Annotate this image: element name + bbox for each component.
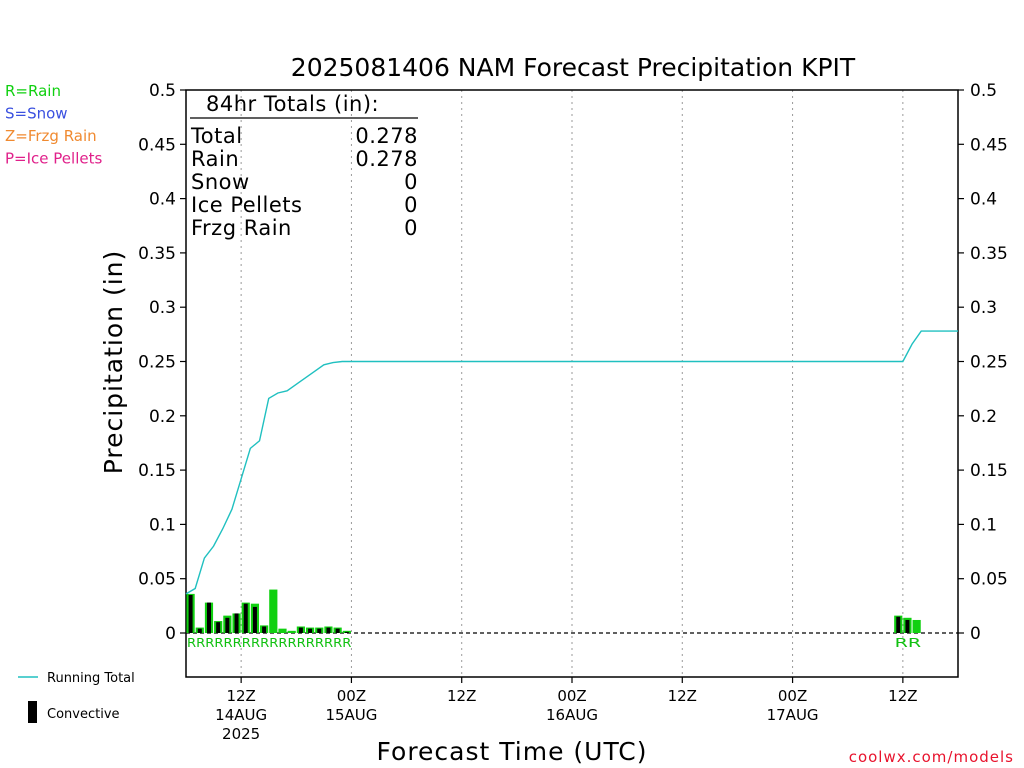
- convective-bar: [197, 628, 202, 633]
- totals-row-value: 0: [404, 170, 418, 194]
- chart-title: 2025081406 NAM Forecast Precipitation KP…: [291, 53, 856, 82]
- credit-text: coolwx.com/models: [849, 748, 1014, 766]
- precip-type-legend-item: R=Rain: [5, 82, 61, 100]
- x-tick-label: 12Z: [668, 687, 697, 705]
- convective-bar: [252, 606, 257, 633]
- x-tick-label: 12Z: [447, 687, 476, 705]
- convective-legend-swatch: [28, 701, 37, 723]
- totals-row-value: 0: [404, 216, 418, 240]
- y-tick-label-left: 0.5: [149, 81, 176, 101]
- convective-bar: [216, 622, 221, 633]
- precip-type-legend-item: Z=Frzg Rain: [5, 127, 97, 145]
- precip-bars: [186, 589, 921, 633]
- convective-legend-label: Convective: [47, 707, 120, 722]
- x-tick-label: 2025: [222, 725, 260, 743]
- convective-bar: [326, 627, 331, 633]
- convective-bar: [188, 594, 193, 633]
- x-tick-label: 12Z: [226, 687, 255, 705]
- y-tick-label-left: 0.25: [138, 353, 176, 373]
- series-legend: Running Total Convective: [18, 671, 135, 723]
- totals-row-value: 0: [404, 193, 418, 217]
- totals-row-label: Ice Pellets: [191, 193, 302, 217]
- convective-bar: [206, 602, 211, 633]
- y-tick-label-right: 0.1: [970, 515, 997, 535]
- y-tick-label-left: 0.45: [138, 135, 176, 155]
- precip-type-label: RR: [895, 636, 922, 650]
- y-tick-label-right: 0: [970, 624, 981, 644]
- y-tick-label-left: 0.1: [149, 515, 176, 535]
- rain-bar: [278, 628, 287, 633]
- totals-box: 84hr Totals (in): Total 0.278 Rain 0.278 Snow…: [190, 92, 418, 240]
- precip-type-legend-item: S=Snow: [5, 105, 68, 123]
- totals-heading: 84hr Totals (in):: [206, 92, 379, 116]
- totals-row-label: Total: [190, 124, 243, 148]
- rain-bar: [287, 630, 296, 633]
- y-tick-label-right: 0.2: [970, 407, 997, 427]
- convective-bar: [225, 617, 230, 633]
- convective-bar: [317, 628, 322, 633]
- convective-bar: [234, 613, 239, 633]
- y-tick-label-left: 0.15: [138, 461, 176, 481]
- y-tick-label-left: 0.3: [149, 298, 176, 318]
- precip-type-labels: RRRRRRRRRRRRRRRRRR RR: [187, 636, 921, 650]
- y-tick-label-right: 0.35: [970, 244, 1008, 264]
- convective-bar: [896, 616, 901, 633]
- convective-bar: [262, 626, 267, 633]
- y-tick-label-right: 0.15: [970, 461, 1008, 481]
- running-total-legend-label: Running Total: [47, 671, 135, 686]
- totals-row-label: Snow: [191, 170, 250, 194]
- convective-bar: [905, 619, 910, 633]
- x-tick-label: 16AUG: [546, 706, 598, 724]
- totals-row-label: Rain: [191, 147, 239, 171]
- x-tick-label: 15AUG: [325, 706, 377, 724]
- y-tick-label-left: 0.05: [138, 570, 176, 590]
- x-axis-label: Forecast Time (UTC): [377, 737, 648, 766]
- precip-type-legend: R=Rain S=Snow Z=Frzg Rain P=Ice Pellets: [5, 82, 102, 168]
- totals-row-label: Frzg Rain: [191, 216, 292, 240]
- precip-type-legend-item: P=Ice Pellets: [5, 150, 102, 168]
- y-tick-label-right: 0.45: [970, 135, 1008, 155]
- y-axis-right: 0 0.05 0.1 0.15 0.2 0.25 0.3 0.35 0.4 0.45 0.5: [958, 81, 1008, 644]
- rain-bar: [912, 619, 921, 633]
- totals-row-value: 0.278: [355, 147, 418, 171]
- convective-bar: [298, 627, 303, 633]
- x-tick-label: 14AUG: [215, 706, 267, 724]
- convective-bar: [335, 628, 340, 633]
- y-tick-label-left: 0: [165, 624, 176, 644]
- y-axis-label: Precipitation (in): [99, 250, 128, 475]
- y-tick-label-right: 0.4: [970, 190, 997, 210]
- chart-grid: [240, 90, 904, 677]
- totals-row-value: 0.278: [355, 124, 418, 148]
- convective-bar: [243, 603, 248, 633]
- x-tick-label: 00Z: [337, 687, 366, 705]
- precip-type-label: RRRRRRRRRRRRRRRRRR: [187, 636, 351, 650]
- y-tick-label-left: 0.35: [138, 244, 176, 264]
- y-tick-label-right: 0.5: [970, 81, 997, 101]
- convective-bar: [308, 628, 313, 633]
- y-tick-label-right: 0.3: [970, 298, 997, 318]
- y-tick-label-right: 0.05: [970, 570, 1008, 590]
- y-tick-label-right: 0.25: [970, 353, 1008, 373]
- x-tick-label: 00Z: [557, 687, 586, 705]
- convective-bar: [344, 631, 349, 633]
- x-tick-label: 00Z: [778, 687, 807, 705]
- running-total-line: [185, 330, 958, 595]
- y-axis-left: 0 0.05 0.1 0.15 0.2 0.25 0.3 0.35 0.4 0.45 0.5: [138, 81, 186, 644]
- y-tick-label-left: 0.2: [149, 407, 176, 427]
- rain-bar: [269, 589, 278, 633]
- y-tick-label-left: 0.4: [149, 190, 176, 210]
- x-tick-label: 17AUG: [767, 706, 819, 724]
- x-tick-label: 12Z: [888, 687, 917, 705]
